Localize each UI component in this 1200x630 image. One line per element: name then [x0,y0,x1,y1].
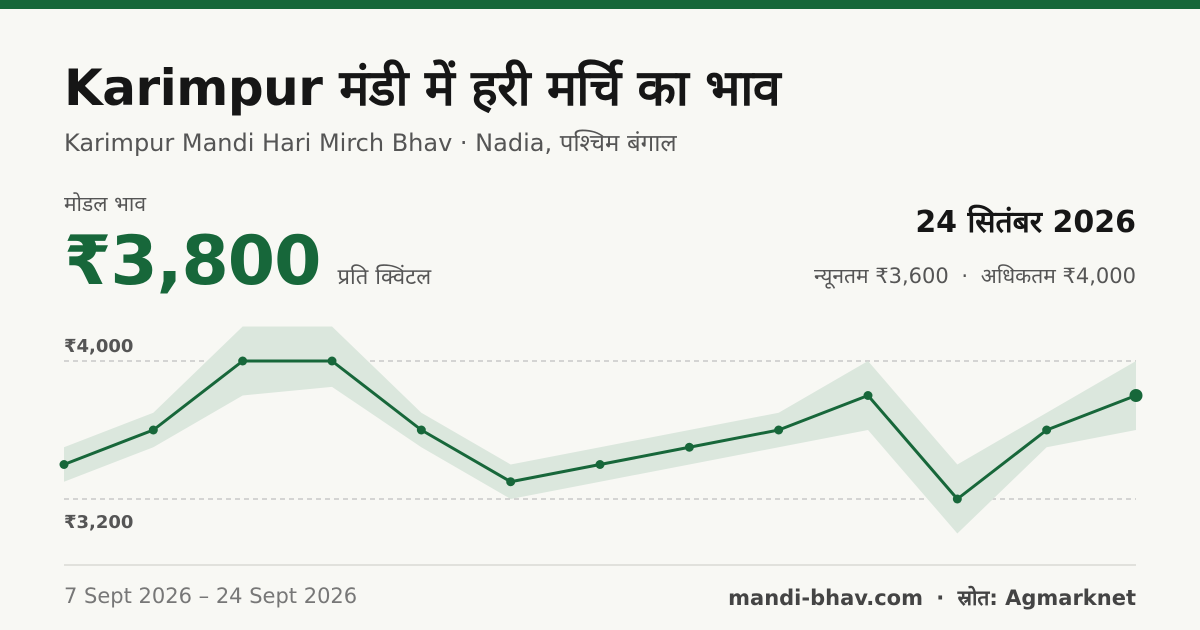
price-point [148,425,158,435]
site-name: mandi-bhav.com [728,586,923,610]
range-separator: · [961,264,969,288]
model-price-value: ₹3,800 [64,222,321,301]
latest-price-point [1129,389,1143,402]
page-subtitle: Karimpur Mandi Hari Mirch Bhav · Nadia, … [64,129,677,157]
price-point [238,356,248,366]
page-title: Karimpur मंडी में हरी मर्चि का भाव [64,59,781,117]
y-tick-label: ₹4,000 [64,336,133,357]
min-price: न्यूनतम ₹3,600 [814,264,949,288]
price-point [327,356,337,366]
y-tick-label: ₹3,200 [64,512,133,533]
top-accent-bar [0,0,1200,9]
price-point [595,460,605,469]
price-point [774,425,784,435]
model-price-label: मोडल भाव [64,192,147,216]
model-price-unit: प्रति क्विंटल [337,265,432,290]
price-point [416,425,426,435]
price-date: 24 सितंबर 2026 [915,205,1136,240]
footer-separator: · [936,586,945,610]
data-source: स्रोत: Agmarknet [957,586,1136,610]
price-point [684,442,694,452]
price-chart: ₹4,000 ₹3,200 [59,326,1143,534]
max-price: अधिकतम ₹4,000 [980,264,1136,288]
min-max-band [64,326,1136,534]
footer-date-range: 7 Sept 2026 – 24 Sept 2026 [64,584,358,608]
model-price: ₹3,800 प्रति क्विंटल [64,222,431,301]
footer-credits: mandi-bhav.com · स्रोत: Agmarknet [728,584,1136,612]
price-point [506,477,516,487]
price-point [1042,425,1052,435]
price-point [863,391,873,400]
footer-divider [64,564,1136,566]
price-point [952,494,962,504]
price-range: न्यूनतम ₹3,600 · अधिकतम ₹4,000 [814,262,1136,290]
price-point [59,460,69,469]
